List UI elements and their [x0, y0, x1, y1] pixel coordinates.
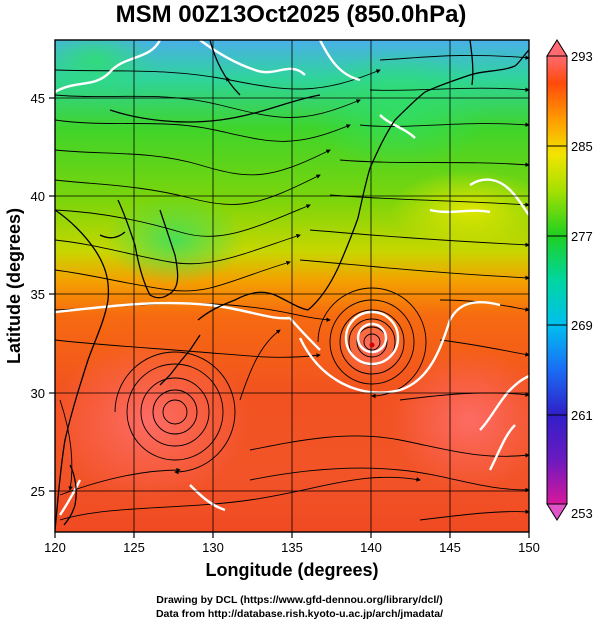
colorbar-label: 261	[571, 408, 593, 423]
colorbar: 293 285 277 269 261 253	[546, 39, 593, 521]
colorbar-label: 277	[571, 229, 593, 244]
temperature-field	[55, 40, 529, 532]
y-tick-label: 35	[31, 287, 45, 302]
colorbar-top-arrow	[546, 39, 568, 57]
y-tick-label: 45	[31, 91, 45, 106]
y-tick-label: 40	[31, 189, 45, 204]
figure-title: MSM 00Z13Oct2025 (850.0hPa)	[116, 1, 467, 28]
colorbar-label: 253	[571, 506, 593, 521]
colorbar-label: 269	[571, 318, 593, 333]
x-tick-label: 125	[123, 540, 145, 555]
x-tick-label: 145	[439, 540, 461, 555]
y-tick-label: 30	[31, 386, 45, 401]
x-tick-label: 150	[518, 540, 540, 555]
axis-ticks	[49, 97, 530, 538]
wind-streamlines	[55, 54, 529, 521]
credit-drawing: Drawing by DCL (https://www.gfd-dennou.o…	[156, 594, 443, 606]
lat-lon-grid	[55, 40, 529, 532]
colorbar-gradient	[546, 55, 568, 505]
colorbar-label: 285	[571, 139, 593, 154]
x-tick-label: 135	[281, 540, 303, 555]
colorbar-label: 293	[571, 49, 593, 64]
credit-data-source: Data from http://database.rish.kyoto-u.a…	[155, 608, 444, 620]
x-tick-label: 130	[202, 540, 224, 555]
colorbar-bottom-arrow	[546, 503, 568, 521]
y-tick-label: 25	[31, 484, 45, 499]
y-axis-label: Latitude (degrees)	[4, 208, 24, 364]
x-tick-label: 140	[360, 540, 382, 555]
x-tick-label: 120	[44, 540, 66, 555]
typhoon-center-marker	[369, 342, 375, 348]
x-axis-label: Longitude (degrees)	[205, 560, 378, 580]
white-contours	[55, 40, 529, 516]
